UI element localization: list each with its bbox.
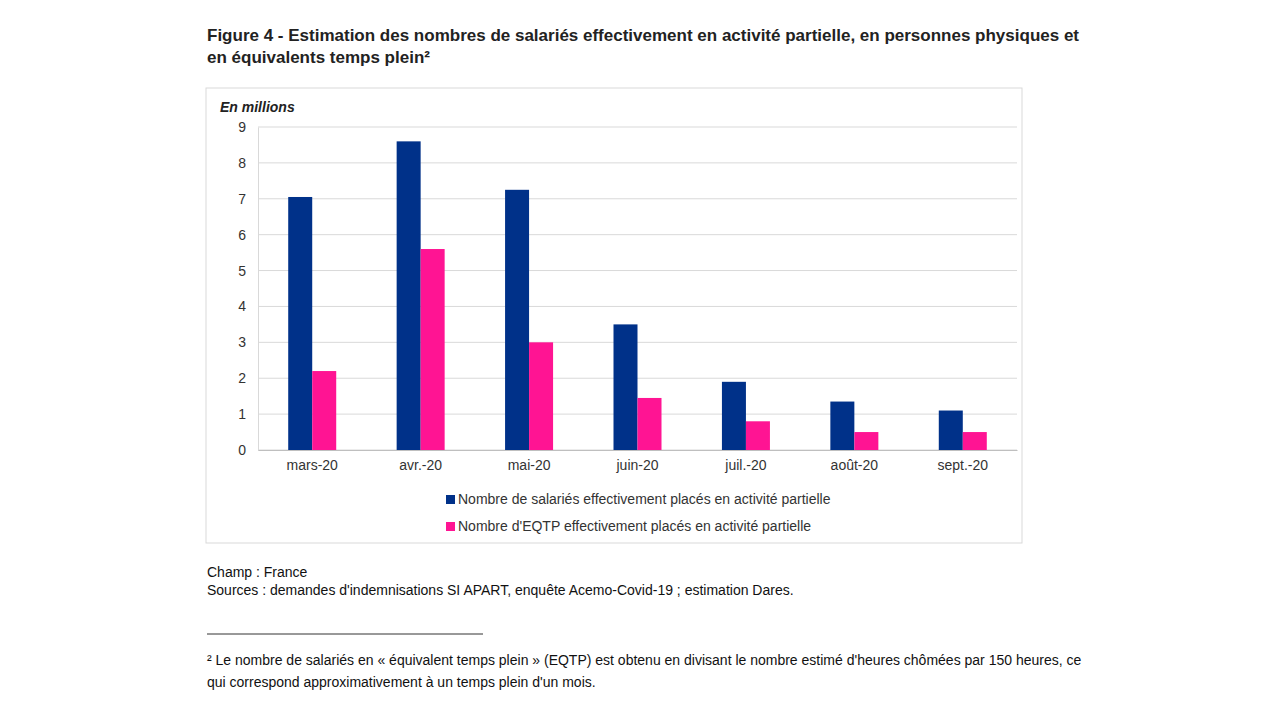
bar-series [312, 249, 987, 450]
bars [288, 141, 987, 450]
x-tick: sept.-20 [937, 450, 988, 473]
y-axis-label: En millions [220, 99, 295, 115]
x-tick-label: mars-20 [287, 457, 339, 473]
bar [505, 190, 529, 450]
x-tick: juil.-20 [724, 450, 766, 473]
chart-frame [206, 88, 1022, 543]
x-tick-label: avr.-20 [399, 457, 442, 473]
bar [939, 411, 963, 450]
x-tick-label: juin-20 [615, 457, 658, 473]
legend-swatch [446, 495, 455, 504]
y-tick: 5 [238, 263, 258, 279]
y-tick-label: 8 [238, 155, 246, 171]
x-axis: mars-20 avr.-20 mai-20 juin-20 juil.-20 août-… [259, 450, 1018, 473]
bar [963, 432, 987, 450]
footnote-separator [207, 634, 483, 635]
bar [529, 342, 553, 450]
y-tick: 3 [238, 334, 258, 350]
y-tick: 4 [238, 298, 258, 314]
grid-line [258, 234, 1017, 235]
legend: Nombre de salariés effectivement placés … [446, 491, 831, 534]
y-tick-label: 1 [238, 406, 246, 422]
y-tick-label: 3 [238, 334, 246, 350]
y-tick-label: 6 [238, 227, 246, 243]
footnote: ² Le nombre de salariés en « équivalent … [207, 652, 1081, 690]
y-tick-label: 0 [238, 442, 246, 458]
y-tick: 9 [238, 119, 258, 135]
y-tick-label: 5 [238, 263, 246, 279]
text-line: ² Le nombre de salariés en « équivalent … [207, 652, 1081, 668]
text-line: qui correspond approximativement à un te… [207, 674, 596, 690]
x-tick: juin-20 [615, 450, 658, 473]
x-tick-label: sept.-20 [937, 457, 988, 473]
bar [638, 398, 662, 450]
bar [746, 421, 770, 450]
legend-label: Nombre de salariés effectivement placés … [458, 491, 831, 507]
x-tick: avr.-20 [399, 450, 442, 473]
text-line: Figure 4 - Estimation des nombres de sal… [207, 26, 1079, 45]
grid-line [258, 198, 1017, 199]
grid [258, 127, 1017, 450]
grid-line [258, 270, 1017, 271]
y-tick-label: 7 [238, 191, 246, 207]
bar [614, 324, 638, 450]
x-tick-label: août-20 [831, 457, 879, 473]
y-tick-label: 9 [238, 119, 246, 135]
grid-line [258, 127, 1017, 128]
grid-line [258, 306, 1017, 307]
x-tick: mai-20 [508, 450, 551, 473]
x-tick-label: juil.-20 [724, 457, 766, 473]
x-tick: août-20 [831, 450, 879, 473]
y-tick: 7 [238, 191, 258, 207]
bar [722, 382, 746, 450]
x-axis-line [259, 450, 1018, 451]
y-tick: 1 [238, 406, 258, 422]
scope-note: Champ : France [207, 564, 308, 580]
grid-line [258, 162, 1017, 163]
y-axis: 0 1 2 3 4 5 6 7 8 9 [238, 119, 258, 458]
legend-swatch [446, 522, 455, 531]
y-axis-line [258, 128, 259, 451]
y-tick-label: 2 [238, 370, 246, 386]
bar [397, 141, 421, 450]
x-tick: mars-20 [287, 450, 339, 473]
chart-root: Figure 4 - Estimation des nombres de sal… [0, 0, 1280, 720]
y-tick-label: 4 [238, 298, 246, 314]
bar [854, 432, 878, 450]
y-tick: 0 [238, 442, 258, 458]
y-tick: 2 [238, 370, 258, 386]
source-note: Sources : demandes d'indemnisations SI A… [207, 582, 794, 598]
legend-label: Nombre d'EQTP effectivement placés en ac… [458, 518, 811, 534]
bar [830, 402, 854, 450]
chart-title: Figure 4 - Estimation des nombres de sal… [207, 26, 1079, 67]
bar [312, 371, 336, 450]
bar [288, 197, 312, 450]
y-tick: 6 [238, 227, 258, 243]
bar [421, 249, 445, 450]
y-tick: 8 [238, 155, 258, 171]
text-line: en équivalents temps plein² [207, 48, 430, 67]
x-tick-label: mai-20 [508, 457, 551, 473]
bar-series [288, 141, 963, 450]
